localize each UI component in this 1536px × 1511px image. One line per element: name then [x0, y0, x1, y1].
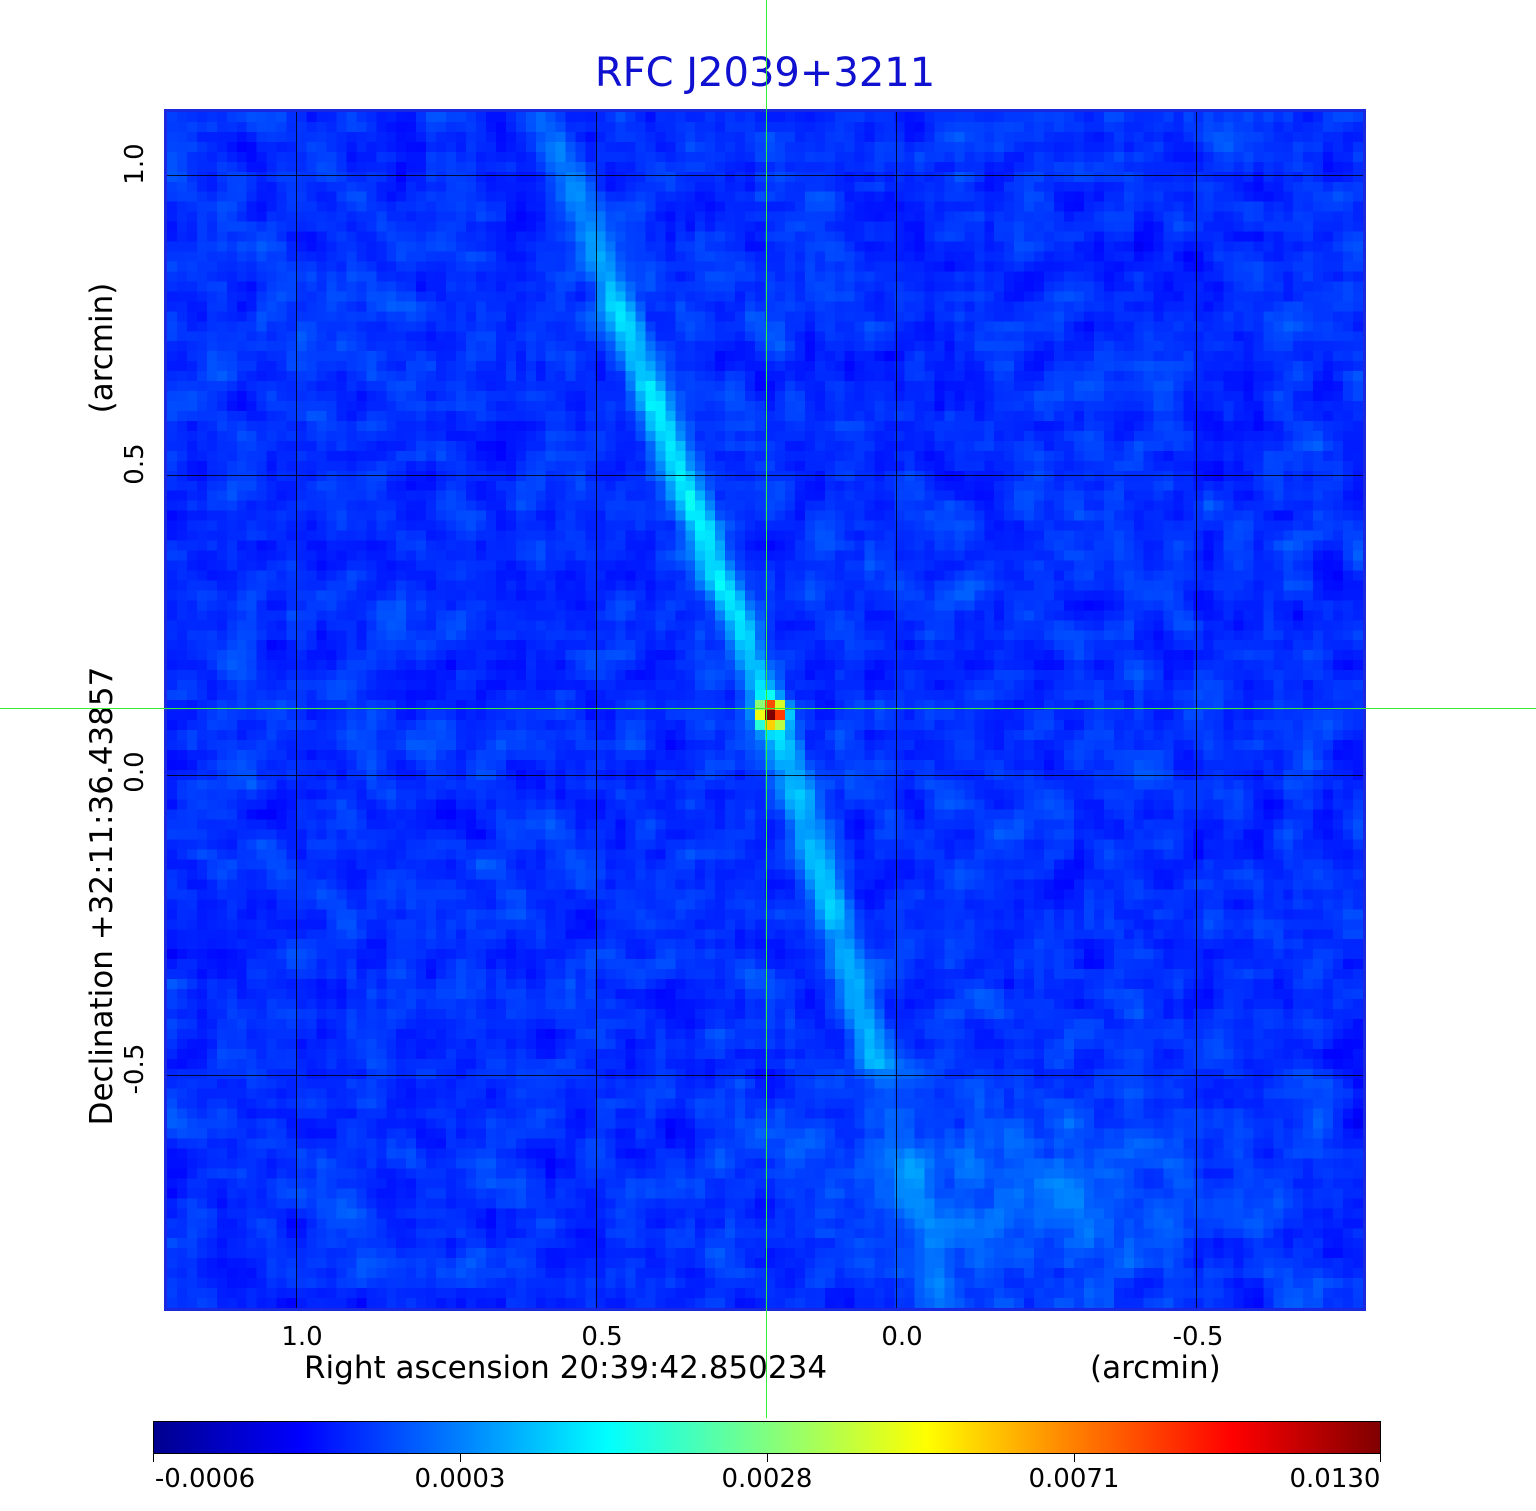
radio-intensity-map: [167, 112, 1363, 1308]
y-tick-label: 0.5: [120, 443, 150, 485]
y-tick-label: -0.5: [120, 1043, 150, 1095]
y-axis-label: Declination +32:11:36.43857: [84, 666, 120, 1126]
x-tick-label: 0.5: [581, 1322, 623, 1352]
colorbar-tick: [153, 1454, 154, 1462]
x-tick-label: 0.0: [881, 1322, 923, 1352]
colorbar-tick: [460, 1454, 461, 1462]
x-axis-unit: (arcmin): [1090, 1350, 1221, 1386]
grid-line-ra-1.0: [296, 112, 297, 1308]
grid-line-dec-minus-0.5: [167, 1075, 1363, 1076]
x-tick-label: -0.5: [1172, 1322, 1224, 1352]
image-title: RFC J2039+3211: [594, 50, 936, 96]
x-tick-label: 1.0: [281, 1322, 323, 1352]
radio-image-plot[interactable]: [164, 109, 1366, 1311]
colorbar: [153, 1421, 1381, 1454]
crosshair-vertical: [766, 0, 767, 1418]
colorbar-tick-label: -0.0006: [154, 1464, 256, 1494]
grid-line-ra-0.0: [896, 112, 897, 1308]
y-tick-label: 0.0: [120, 751, 150, 793]
grid-line-dec-0.0: [167, 775, 1363, 776]
colorbar-tick-label: 0.0028: [721, 1464, 813, 1494]
grid-line-ra-minus-0.5: [1196, 112, 1197, 1308]
grid-line-dec-1.0: [167, 175, 1363, 176]
colorbar-tick: [1074, 1454, 1075, 1462]
colorbar-tick-label: 0.0130: [1289, 1464, 1381, 1494]
crosshair-horizontal: [0, 708, 1536, 709]
colorbar-tick: [767, 1454, 768, 1462]
colorbar-tick: [1380, 1454, 1381, 1462]
grid-line-dec-0.5: [167, 475, 1363, 476]
colorbar-tick-label: 0.0003: [414, 1464, 506, 1494]
grid-line-ra-0.5: [596, 112, 597, 1308]
y-tick-label: 1.0: [120, 143, 150, 185]
y-axis-unit: (arcmin): [84, 282, 120, 414]
colorbar-tick-label: 0.0071: [1028, 1464, 1120, 1494]
x-axis-label: Right ascension 20:39:42.850234: [304, 1350, 828, 1386]
